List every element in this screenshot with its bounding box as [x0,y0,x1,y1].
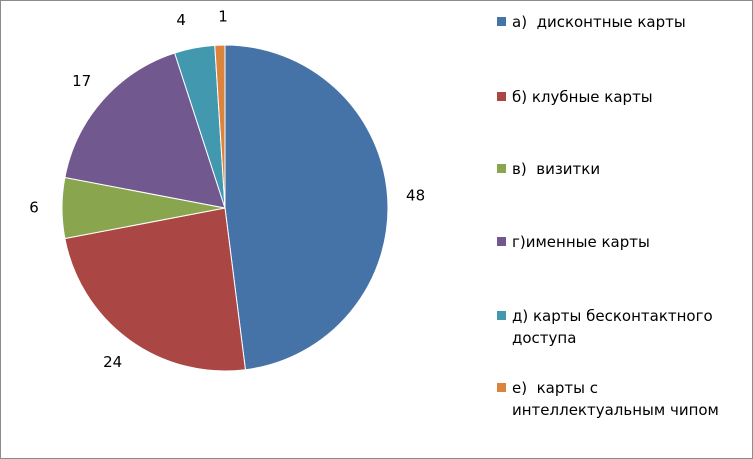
legend-item-4: г)именные карты [497,231,747,253]
legend-item-5: д) карты бесконтактного доступа [497,305,747,349]
data-label-5: 4 [176,11,186,29]
legend-label-4: г)именные карты [512,233,650,251]
pie-data-labels: 48 24 6 17 4 1 [29,8,425,371]
legend-label-5: д) карты бесконтактного доступа [512,307,718,347]
legend-label-6: е) карты с интеллектуальным чипом [512,379,719,419]
data-label-4: 17 [72,72,91,90]
legend-swatch-4 [497,237,506,246]
pie-slice-4 [64,52,226,209]
data-label-2: 24 [103,353,122,371]
legend-swatch-1 [497,17,506,26]
legend-swatch-5 [497,311,506,320]
legend-swatch-2 [497,92,506,101]
data-label-1: 48 [406,187,425,205]
legend-item-1: а) дисконтные карты [497,11,747,33]
legend-label-2: б) клубные карты [512,88,653,106]
legend-item-2: б) клубные карты [497,86,747,108]
pie-slice-1 [224,44,389,371]
data-label-6: 1 [218,8,228,26]
pie-slice-6 [214,44,226,209]
legend-item-3: в) визитки [497,158,747,180]
legend-label-1: а) дисконтные карты [512,13,686,31]
pie-slices [61,44,389,372]
pie-slice-2 [64,207,246,372]
legend-swatch-6 [497,383,506,392]
data-label-3: 6 [29,199,39,217]
legend-item-6: е) карты с интеллектуальным чипом [497,377,747,421]
legend-swatch-3 [497,164,506,173]
legend-label-3: в) визитки [512,160,601,178]
